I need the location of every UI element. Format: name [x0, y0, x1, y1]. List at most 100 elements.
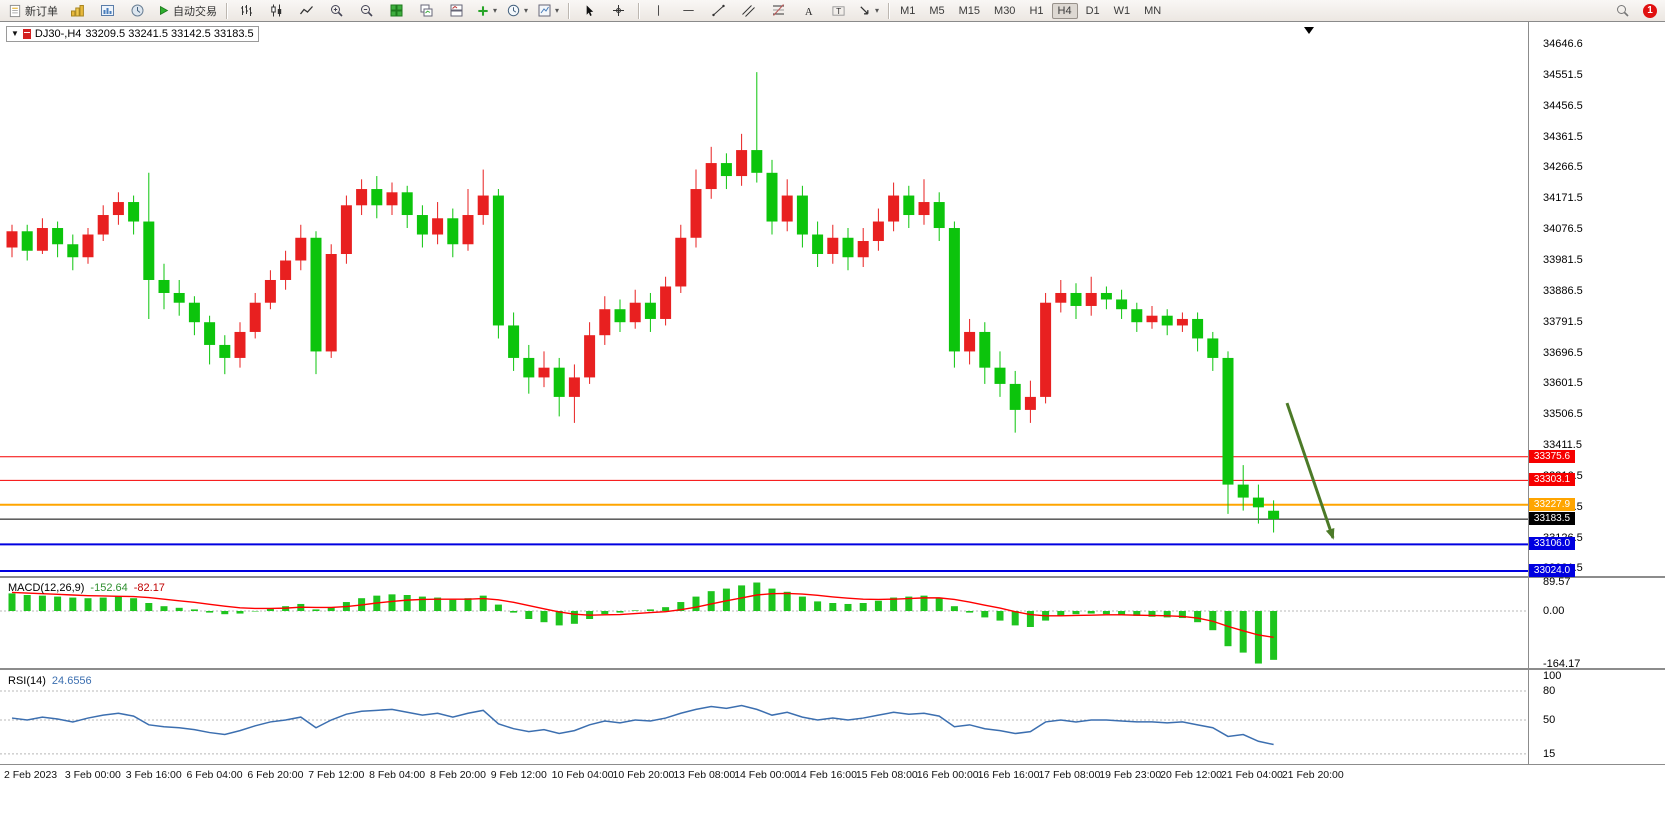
- timeframe-m1-button[interactable]: M1: [900, 4, 916, 17]
- time-axis-label: 19 Feb 23:00: [1099, 769, 1162, 781]
- macd-scale-label: 89.57: [1543, 576, 1571, 589]
- arrange-windows-button[interactable]: [442, 0, 471, 21]
- candlestick-icon: [269, 3, 284, 18]
- main-candlestick-chart[interactable]: [0, 22, 1528, 576]
- toolbar-separator: [888, 2, 890, 19]
- chart-title-box: ▼ DJ30-,H4 33209.5 33241.5 33142.5 33183…: [6, 26, 259, 42]
- auto-trading-button[interactable]: 自动交易: [153, 0, 221, 21]
- zoom-out-icon: [359, 3, 374, 18]
- macd-signal-value: -82.17: [133, 582, 165, 594]
- time-axis-label: 3 Feb 16:00: [125, 769, 182, 781]
- time-axis-label: 7 Feb 12:00: [308, 769, 365, 781]
- time-axis-label: 20 Feb 12:00: [1160, 769, 1223, 781]
- macd-indicator-chart[interactable]: [0, 578, 1528, 668]
- time-axis-label: 2 Feb 2023: [4, 769, 58, 781]
- time-axis-label: 9 Feb 12:00: [490, 769, 547, 781]
- zoom-in-icon: [329, 3, 344, 18]
- time-axis-label: 21 Feb 04:00: [1221, 769, 1283, 781]
- periods-caret-icon: ▾: [524, 5, 529, 15]
- price-axis-label: 33791.5: [1543, 315, 1583, 328]
- crosshair-button[interactable]: [604, 0, 633, 21]
- price-axis-label: 34551.5: [1543, 68, 1583, 81]
- tile-windows-icon: [389, 3, 404, 18]
- price-tag: 33375.6: [1529, 449, 1575, 463]
- tile-windows-button[interactable]: [382, 0, 411, 21]
- price-axis-label: 33506.5: [1543, 408, 1583, 421]
- text-button[interactable]: A: [794, 0, 823, 21]
- price-axis-label: 33981.5: [1543, 253, 1583, 266]
- toolbar-right: 1: [1608, 0, 1661, 21]
- arrow-shape-icon: [858, 4, 872, 18]
- bar-chart-button[interactable]: [232, 0, 261, 21]
- rsi-panel-splitter[interactable]: [0, 668, 1665, 670]
- timeframe-m30-button[interactable]: M30: [994, 4, 1016, 17]
- macd-histogram: [8, 582, 1278, 664]
- horizontal-line-icon: [681, 4, 696, 17]
- line-chart-button[interactable]: [292, 0, 321, 21]
- notification-badge[interactable]: 1: [1643, 3, 1657, 18]
- timeframe-m5-button[interactable]: M5: [929, 4, 945, 17]
- time-axis-label: 8 Feb 20:00: [429, 769, 486, 781]
- horizontal-lines: [0, 456, 1528, 572]
- toolbar: 新订单 自动交易 ▾ ▾ ▾ A T ▾ M1 M5 M15 M30 H1 H4 D1 W1 M…: [0, 0, 1665, 22]
- svg-text:T: T: [836, 5, 841, 15]
- rsi-scale-label: 15: [1543, 747, 1556, 760]
- channel-button[interactable]: [734, 0, 763, 21]
- price-axis-label: 33696.5: [1543, 346, 1583, 359]
- cursor-button[interactable]: [574, 0, 603, 21]
- timeframe-w1-button[interactable]: W1: [1113, 4, 1131, 17]
- crosshair-icon: [611, 3, 626, 18]
- chart-menu-caret-icon[interactable]: ▼: [11, 29, 19, 38]
- chart-shift-marker-icon: [1304, 27, 1314, 34]
- time-axis-label: 6 Feb 04:00: [186, 769, 243, 781]
- vertical-line-button[interactable]: [644, 0, 673, 21]
- market-watch-button[interactable]: [63, 0, 92, 21]
- clock-icon: [506, 3, 521, 18]
- rsi-scale-label: 100: [1543, 670, 1562, 682]
- chart-window-icon: [100, 3, 115, 18]
- vertical-line-icon: [652, 3, 665, 18]
- market-watch-icon: [70, 3, 85, 18]
- periods-button[interactable]: ▾: [502, 0, 532, 21]
- timeframe-h1-button[interactable]: H1: [1029, 4, 1044, 17]
- cascade-windows-button[interactable]: [412, 0, 441, 21]
- price-axis-label: 33601.5: [1543, 377, 1583, 390]
- zoom-in-button[interactable]: [322, 0, 351, 21]
- macd-signal-line: [11, 591, 1274, 638]
- trendline-button[interactable]: [704, 0, 733, 21]
- price-tag: 33024.0: [1529, 563, 1575, 577]
- search-icon: [1615, 3, 1630, 18]
- add-indicator-button[interactable]: ▾: [472, 0, 501, 21]
- label-button[interactable]: T: [824, 0, 853, 21]
- toolbar-separator: [638, 2, 640, 19]
- zoom-out-button[interactable]: [352, 0, 381, 21]
- auto-trading-play-icon: [157, 4, 170, 17]
- new-order-label: 新订单: [25, 5, 58, 18]
- auto-trading-label: 自动交易: [173, 5, 217, 18]
- timeframe-mn-button[interactable]: MN: [1144, 4, 1162, 17]
- price-tag: 33183.5: [1529, 512, 1575, 526]
- time-axis-label: 6 Feb 20:00: [247, 769, 304, 781]
- macd-scale-label: 0.00: [1543, 605, 1565, 617]
- time-axis[interactable]: 2 Feb 2023 3 Feb 00:00 3 Feb 16:00 6 Feb 04…: [0, 766, 1528, 790]
- time-axis-label: 13 Feb 08:00: [673, 769, 736, 781]
- navigator-icon: [130, 3, 145, 18]
- timeframe-h4-button[interactable]: H4: [1051, 2, 1078, 19]
- new-order-button[interactable]: 新订单: [4, 0, 62, 21]
- horizontal-line-button[interactable]: [674, 0, 703, 21]
- chart-window-button[interactable]: [93, 0, 122, 21]
- timeframe-d1-button[interactable]: D1: [1085, 4, 1100, 17]
- arrow-shapes-button[interactable]: ▾: [854, 0, 883, 21]
- chart-ohlc: 33209.5 33241.5 33142.5 33183.5: [85, 28, 254, 40]
- timeframe-m15-button[interactable]: M15: [958, 4, 981, 17]
- search-button[interactable]: [1608, 0, 1637, 21]
- fibonacci-button[interactable]: [764, 0, 793, 21]
- candlestick-chart-button[interactable]: [262, 0, 291, 21]
- rsi-indicator-chart[interactable]: [0, 671, 1528, 763]
- navigator-button[interactable]: [123, 0, 152, 21]
- templates-button[interactable]: ▾: [533, 0, 563, 21]
- price-axis[interactable]: 34646.6 34551.5 34456.5 34361.5 34266.5 34171…: [1529, 22, 1665, 764]
- bar-chart-icon: [239, 3, 254, 18]
- macd-panel-splitter[interactable]: [0, 576, 1665, 578]
- candles: [6, 72, 1280, 533]
